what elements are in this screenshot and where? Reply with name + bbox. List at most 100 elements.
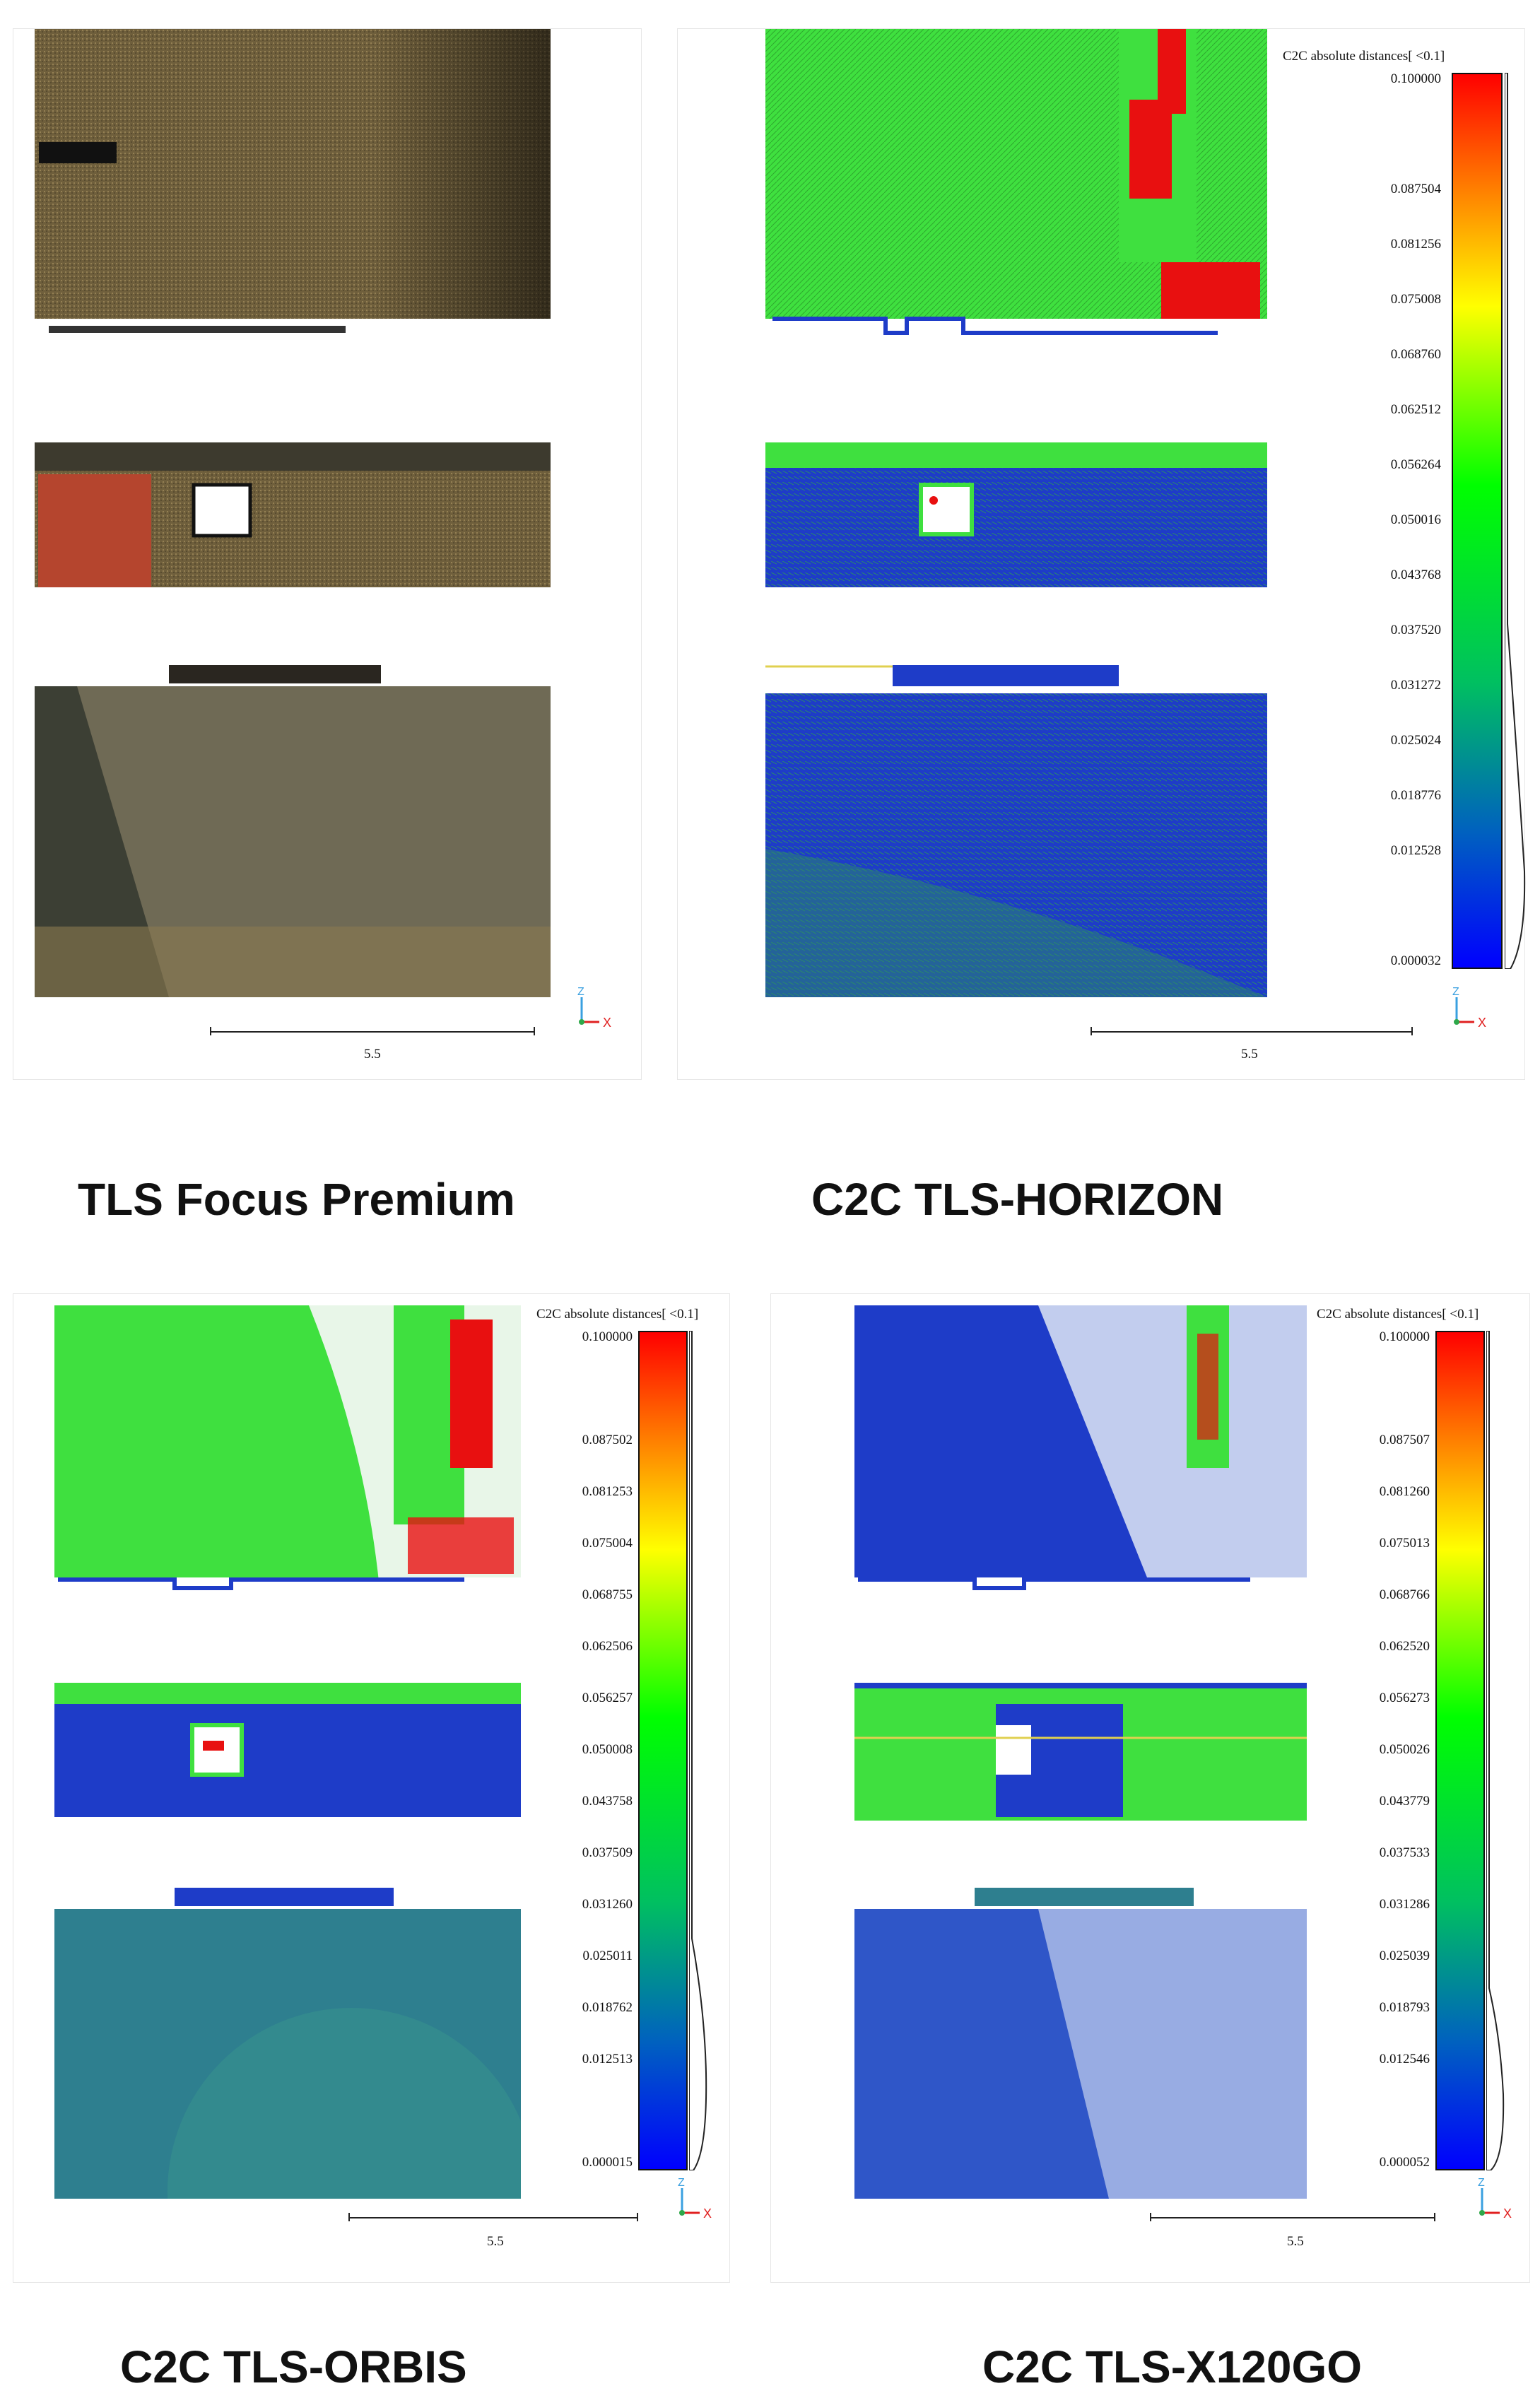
point-cloud-rgb-middle <box>35 442 551 601</box>
colorbar-tick-label: 0.100000 <box>1390 71 1441 86</box>
c2c-map-middle <box>854 1683 1307 1831</box>
colorbar-tick-label: 0.081256 <box>1390 237 1441 252</box>
scalar-field-title: C2C absolute distances[ <0.1] <box>1283 49 1445 64</box>
scale-bar-cap-right <box>1411 1027 1413 1035</box>
c2c-map-middle <box>54 1683 521 1831</box>
view-top-wall <box>35 29 551 351</box>
scale-bar <box>1150 2217 1435 2218</box>
view-middle-wall <box>54 1683 521 1831</box>
colorbar-tick-label: 0.075004 <box>582 1535 633 1551</box>
colorbar-tick-label: 0.025011 <box>582 1949 633 1963</box>
scale-bar <box>210 1031 535 1033</box>
colorbar-tick-label: 0.075013 <box>1379 1536 1430 1551</box>
colorbar-tick-label: 0.050016 <box>1390 512 1441 527</box>
scale-value: 5.5 <box>364 1047 381 1062</box>
panel-c2c-horizon: C2C absolute distances[ <0.1] 0.100000 0.… <box>677 28 1526 1080</box>
colorbar-tick-label: 0.068766 <box>1379 1587 1430 1602</box>
colorbar-tick-label: 0.056264 <box>1390 457 1441 472</box>
axis-triad-icon: Z X <box>1452 987 1486 1030</box>
scale-bar-cap-right <box>1434 2213 1435 2221</box>
axis-z-label: Z <box>1452 987 1459 998</box>
colorbar-tick-label: 0.087502 <box>582 1432 633 1447</box>
colorbar-tick-label: 0.050026 <box>1379 1742 1430 1757</box>
point-cloud-rgb-top <box>35 29 551 351</box>
colorbar <box>1435 1331 1485 2170</box>
colorbar-tick-label: 0.043768 <box>1390 568 1441 582</box>
colorbar-tick-label: 0.100000 <box>582 1329 633 1344</box>
colorbar-tick-label: 0.025024 <box>1390 733 1441 748</box>
scale-bar <box>348 2217 638 2218</box>
colorbar-tick-label: 0.012513 <box>582 2052 633 2067</box>
scalar-field-title: C2C absolute distances[ <0.1] <box>1317 1307 1479 1322</box>
view-floor <box>54 1888 521 2199</box>
colorbar-tick-label: 0.031260 <box>582 1897 633 1912</box>
colorbar-tick-label: 0.062520 <box>1379 1638 1430 1654</box>
axis-x-label: X <box>703 2206 712 2221</box>
scale-bar-cap-left <box>348 2213 350 2221</box>
c2c-map-floor <box>765 665 1267 997</box>
colorbar-tick-label: 0.043758 <box>582 1794 633 1809</box>
scale-bar-cap-right <box>637 2213 638 2221</box>
axis-x-label: X <box>1503 2206 1512 2221</box>
colorbar-tick-label: 0.031272 <box>1390 678 1441 693</box>
view-floor <box>854 1888 1307 2199</box>
caption-c2c-orbis: C2C TLS-ORBIS <box>120 2341 467 2392</box>
panel-c2c-x120go: C2C absolute distances[ <0.1] 0.100000 0.… <box>770 1293 1530 2283</box>
c2c-map-top <box>854 1305 1307 1599</box>
colorbar <box>638 1331 688 2170</box>
panel-c2c-orbis: C2C absolute distances[ <0.1] 0.100000 0.… <box>13 1293 730 2283</box>
colorbar-tick-label: 0.062512 <box>1390 402 1441 417</box>
histogram-curve <box>1486 1331 1505 2170</box>
colorbar-tick-label: 0.056273 <box>1379 1690 1430 1705</box>
histogram-curve <box>1505 73 1526 969</box>
colorbar-tick-label: 0.062506 <box>582 1638 633 1654</box>
colorbar-tick-label: 0.043779 <box>1379 1794 1430 1809</box>
colorbar-tick-label: 0.000052 <box>1379 2155 1430 2170</box>
colorbar <box>1452 73 1503 969</box>
view-middle-wall <box>765 442 1267 601</box>
axis-triad-icon: Z X <box>1478 2177 1512 2221</box>
colorbar-tick-label: 0.012528 <box>1390 843 1441 858</box>
colorbar-tick-label: 0.100000 <box>1379 1329 1430 1344</box>
panel-focus-premium: 5.5 Z X <box>13 28 642 1080</box>
colorbar-tick-label: 0.018793 <box>1379 1999 1430 2015</box>
scale-bar-cap-left <box>1091 1027 1092 1035</box>
caption-focus-premium: TLS Focus Premium <box>78 1174 515 1225</box>
colorbar-tick-label: 0.025039 <box>1379 1949 1430 1963</box>
colorbar-tick-label: 0.012546 <box>1379 2051 1430 2067</box>
view-top-wall <box>854 1305 1307 1599</box>
point-cloud-rgb-floor <box>35 665 551 997</box>
view-middle-wall <box>854 1683 1307 1831</box>
colorbar-tick-label: 0.068760 <box>1390 347 1441 362</box>
colorbar-tick-label: 0.037533 <box>1379 1845 1430 1860</box>
axis-triad-icon: Z X <box>577 987 611 1030</box>
colorbar-tick-label: 0.081253 <box>582 1483 633 1499</box>
colorbar-tick-label: 0.050008 <box>582 1741 633 1757</box>
scale-value: 5.5 <box>1287 2234 1304 2249</box>
view-middle-wall <box>35 442 551 601</box>
colorbar-tick-label: 0.031286 <box>1379 1896 1430 1912</box>
caption-c2c-x120go: C2C TLS-X120GO <box>982 2341 1363 2392</box>
view-floor <box>35 665 551 997</box>
colorbar-tick-label: 0.000015 <box>582 2155 633 2170</box>
scale-bar-cap-left <box>1150 2213 1151 2221</box>
c2c-map-middle <box>765 442 1267 601</box>
axis-z-label: Z <box>678 2177 685 2189</box>
scale-bar-cap-left <box>210 1027 211 1035</box>
colorbar-tick-label: 0.081260 <box>1379 1483 1430 1499</box>
scalar-field-title: C2C absolute distances[ <0.1] <box>536 1307 699 1322</box>
view-top-wall <box>54 1305 521 1599</box>
axis-x-label: X <box>1478 1016 1486 1030</box>
colorbar-tick-label: 0.000032 <box>1390 953 1441 968</box>
colorbar-tick-label: 0.087507 <box>1379 1432 1430 1447</box>
axis-x-label: X <box>603 1016 611 1030</box>
axis-triad-icon: Z X <box>678 2177 712 2221</box>
histogram-curve <box>689 1331 707 2170</box>
colorbar-tick-label: 0.037520 <box>1390 623 1441 637</box>
colorbar-tick-label: 0.068755 <box>582 1587 633 1602</box>
scale-bar <box>1091 1031 1413 1033</box>
colorbar-tick-label: 0.018776 <box>1390 788 1441 803</box>
view-floor <box>765 665 1267 997</box>
colorbar-tick-label: 0.087504 <box>1390 182 1441 196</box>
view-top-wall <box>765 29 1267 351</box>
